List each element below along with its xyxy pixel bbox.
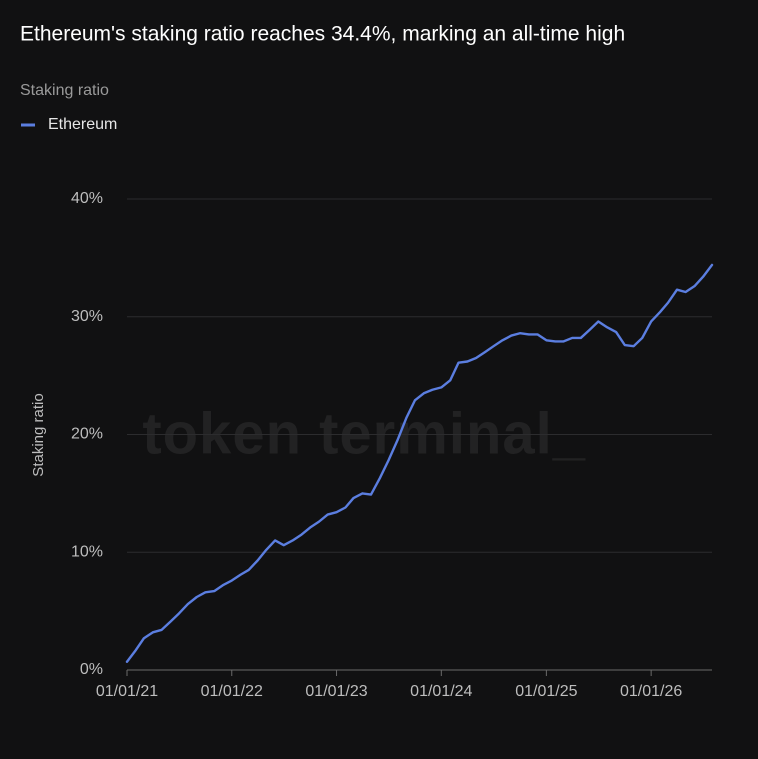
y-tick-label: 40% xyxy=(71,190,103,207)
x-tick-label: 01/01/23 xyxy=(305,683,367,700)
legend-label: Ethereum xyxy=(48,116,117,133)
x-tick-label: 01/01/24 xyxy=(410,683,472,700)
line-series xyxy=(125,263,714,663)
watermark: token terminal_ xyxy=(142,401,586,466)
x-tick-label: 01/01/21 xyxy=(96,683,158,700)
y-axis-label: Staking ratio xyxy=(30,393,47,476)
y-tick-label: 30% xyxy=(71,308,103,325)
y-tick-label: 0% xyxy=(80,661,103,678)
x-tick-label: 01/01/25 xyxy=(515,683,577,700)
y-tick-label: 20% xyxy=(71,426,103,443)
x-tick-label: 01/01/26 xyxy=(620,683,682,700)
y-tick-label: 10% xyxy=(71,543,103,560)
x-tick-label: 01/01/22 xyxy=(201,683,263,700)
chart-title: Ethereum's staking ratio reaches 34.4%, … xyxy=(20,23,625,46)
chart-subtitle: Staking ratio xyxy=(20,82,109,99)
